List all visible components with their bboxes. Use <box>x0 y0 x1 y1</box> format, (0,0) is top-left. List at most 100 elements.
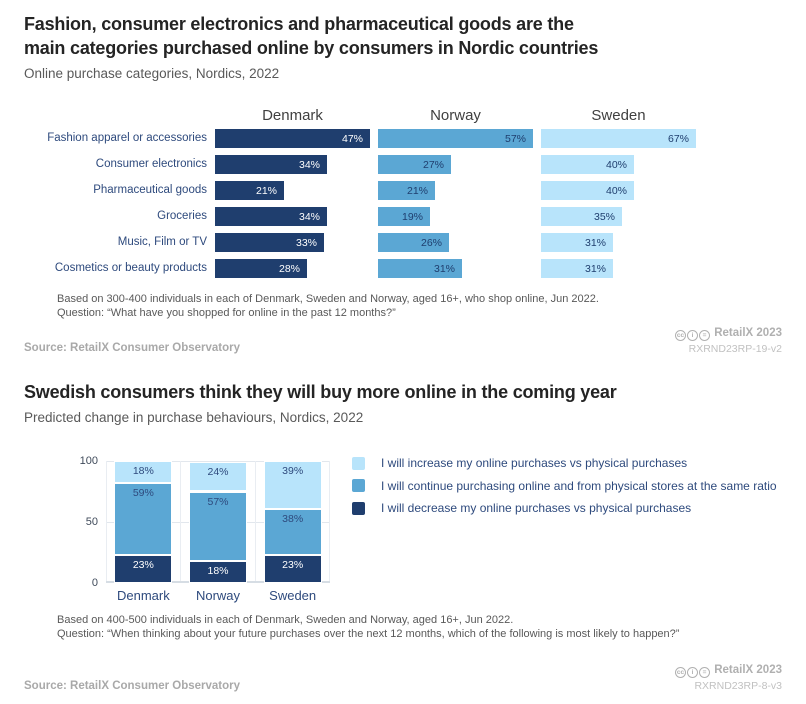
bar-denmark-1: 34% <box>215 155 327 174</box>
stack-segment-norway: 24% <box>189 462 247 492</box>
stack-segment-sweden: 23% <box>263 554 322 583</box>
bar-sweden-3: 35% <box>541 207 622 226</box>
column-header-denmark: Denmark <box>262 107 323 124</box>
bar-denmark-3: 34% <box>215 207 327 226</box>
bar-value-label: 19% <box>401 210 423 223</box>
bar-value-label: 31% <box>433 262 455 275</box>
chart2-report-code: RXRND23RP-8-v3 <box>694 680 782 692</box>
chart2-legend: I will increase my online purchases vs p… <box>352 456 777 524</box>
chart1-title: Fashion, consumer electronics and pharma… <box>24 12 598 60</box>
cc-nd-icon: = <box>699 330 711 341</box>
stack-segment-sweden: 38% <box>263 508 322 555</box>
category-label: Cosmetics or beauty products <box>54 262 207 274</box>
chart1-bars-area: 47% 34% 21% 34% 33% 28% 57% 27% 21% 19% 26% 31% 67% 4… <box>215 129 785 279</box>
bar-value-label: 67% <box>667 132 689 145</box>
bar-value-label: 35% <box>593 210 615 223</box>
chart1-subtitle: Online purchase categories, Nordics, 202… <box>24 66 280 81</box>
segment-value-label: 59% <box>132 486 154 499</box>
bar-norway-4: 26% <box>378 233 449 252</box>
stack-segment-norway: 57% <box>189 491 247 562</box>
gridline-v-right <box>329 461 330 583</box>
cc-license-icon: cc <box>675 667 687 678</box>
column-header-sweden: Sweden <box>591 107 646 124</box>
category-label: Consumer electronics <box>95 158 207 170</box>
segment-value-label: 38% <box>282 512 304 525</box>
category-label: Groceries <box>157 210 207 222</box>
segment-value-label: 23% <box>282 558 304 571</box>
bar-value-label: 28% <box>278 262 300 275</box>
stack-segment-sweden: 39% <box>263 461 322 509</box>
bar-sweden-4: 31% <box>541 233 613 252</box>
cc-by-icon: i <box>687 330 699 341</box>
bar-sweden-5: 31% <box>541 259 613 278</box>
stack-segment-denmark: 59% <box>114 482 173 555</box>
segment-value-label: 18% <box>207 565 229 578</box>
x-label-denmark: Denmark <box>116 588 170 603</box>
stack-segment-denmark: 23% <box>114 554 173 583</box>
bar-denmark-0: 47% <box>215 129 370 148</box>
ytick-50: 50 <box>85 516 98 528</box>
chart1-brand-block: cc i = RetailX 2023 RXRND23RP-19-v2 <box>500 327 782 355</box>
bar-value-label: 31% <box>584 236 606 249</box>
gridline-100 <box>106 461 330 462</box>
cc-by-icon: i <box>687 667 699 678</box>
cc-nd-icon: = <box>699 667 711 678</box>
stack-segment-denmark: 18% <box>114 461 173 483</box>
bar-denmark-4: 33% <box>215 233 324 252</box>
chart1-brand-text: RetailX 2023 <box>714 327 782 339</box>
legend-swatch-increase <box>352 456 365 470</box>
legend-label-decrease: I will decrease my online purchases vs p… <box>381 501 692 515</box>
chart1-footnote-2: Question: “What have you shopped for onl… <box>57 307 396 319</box>
bar-norway-3: 19% <box>378 207 430 226</box>
bar-norway-5: 31% <box>378 259 462 278</box>
bar-value-label: 40% <box>605 184 627 197</box>
bar-norway-2: 21% <box>378 181 435 200</box>
category-label: Music, Film or TV <box>117 236 207 248</box>
gridline-v-1 <box>180 461 181 583</box>
chart2-plot-area: 23% 59% 18% 18% 57% 24% 23% 38% 39% <box>106 461 330 583</box>
chart2-x-labels: Denmark Norway Sweden <box>106 588 330 604</box>
ytick-0: 0 <box>91 577 98 589</box>
bar-norway-1: 27% <box>378 155 451 174</box>
chart1-report-code: RXRND23RP-19-v2 <box>688 343 782 355</box>
bar-denmark-2: 21% <box>215 181 284 200</box>
legend-label-increase: I will increase my online purchases vs p… <box>381 456 688 470</box>
chart2-title: Swedish consumers think they will buy mo… <box>24 382 617 402</box>
legend-label-continue: I will continue purchasing online and fr… <box>381 478 777 493</box>
chart1-source: Source: RetailX Consumer Observatory <box>24 342 241 354</box>
segment-value-label: 39% <box>282 465 304 477</box>
segment-value-label: 24% <box>207 466 229 479</box>
category-label: Pharmaceutical goods <box>93 184 207 196</box>
chart1-footnote-1: Based on 300-400 individuals in each of … <box>57 293 599 305</box>
ytick-100: 100 <box>79 455 98 467</box>
bar-norway-0: 57% <box>378 129 533 148</box>
chart1-brand-line: cc i = RetailX 2023 <box>500 327 782 341</box>
chart1-title-line2: main categories purchased online by cons… <box>24 38 599 58</box>
segment-value-label: 57% <box>207 495 229 508</box>
bar-sweden-2: 40% <box>541 181 634 200</box>
bar-sweden-1: 40% <box>541 155 634 174</box>
gridline-v-2 <box>255 461 256 583</box>
bar-value-label: 21% <box>406 184 428 197</box>
gridline-v-left <box>106 461 107 583</box>
segment-value-label: 18% <box>132 465 154 477</box>
category-label: Fashion apparel or accessories <box>47 132 207 144</box>
bar-value-label: 21% <box>255 184 277 197</box>
legend-swatch-continue <box>352 479 365 492</box>
bar-value-label: 47% <box>341 132 363 145</box>
legend-row-continue: I will continue purchasing online and fr… <box>352 479 777 493</box>
bar-value-label: 34% <box>298 158 320 171</box>
bar-value-label: 57% <box>504 132 526 145</box>
chart2-subtitle: Predicted change in purchase behaviours,… <box>24 410 364 425</box>
chart2-brand-block: cc i = RetailX 2023 RXRND23RP-8-v3 <box>500 664 782 692</box>
column-header-norway: Norway <box>430 107 481 124</box>
bar-denmark-5: 28% <box>215 259 307 278</box>
legend-row-decrease: I will decrease my online purchases vs p… <box>352 501 777 515</box>
bar-value-label: 34% <box>298 210 320 223</box>
bar-value-label: 27% <box>422 158 444 171</box>
chart2-brand-line: cc i = RetailX 2023 <box>500 664 782 678</box>
bar-value-label: 26% <box>420 236 442 249</box>
chart2-footnote-1: Based on 400-500 individuals in each of … <box>57 614 514 626</box>
bar-value-label: 40% <box>605 158 627 171</box>
